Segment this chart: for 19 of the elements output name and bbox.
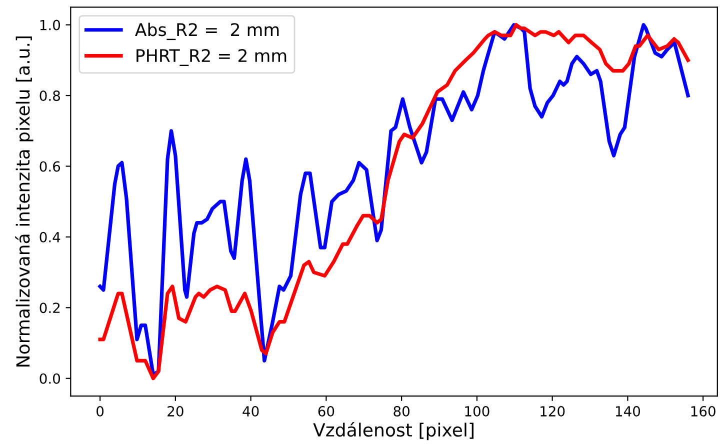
x-tick-label: 0 bbox=[96, 406, 104, 417]
y-tick-label: 0.4 bbox=[40, 232, 60, 242]
x-tick-label: 80 bbox=[394, 406, 410, 417]
x-axis-title: Vzdálenost [pixel] bbox=[313, 422, 474, 440]
legend-label: Abs_R2 = 2 mm bbox=[135, 22, 279, 40]
y-tick-label: 0.8 bbox=[40, 90, 60, 101]
y-tick-label: 0.2 bbox=[40, 302, 60, 314]
y-tick-label: 0.0 bbox=[40, 373, 60, 384]
legend-label: PHRT_R2 = 2 mm bbox=[136, 49, 286, 66]
y-tick-label: 1.0 bbox=[40, 20, 60, 30]
y-axis-title: Normalizovaná intenzita pixelu [a.u.] bbox=[15, 36, 34, 366]
x-tick-label: 140 bbox=[616, 406, 640, 417]
x-tick-label: 40 bbox=[242, 406, 259, 417]
x-tick-label: 60 bbox=[318, 406, 334, 417]
x-tick-label: 100 bbox=[465, 406, 490, 417]
x-tick-label: 160 bbox=[691, 406, 716, 417]
y-tick-label: 0.6 bbox=[40, 161, 60, 172]
x-tick-label: 120 bbox=[540, 406, 565, 417]
x-tick-label: 20 bbox=[168, 406, 184, 417]
